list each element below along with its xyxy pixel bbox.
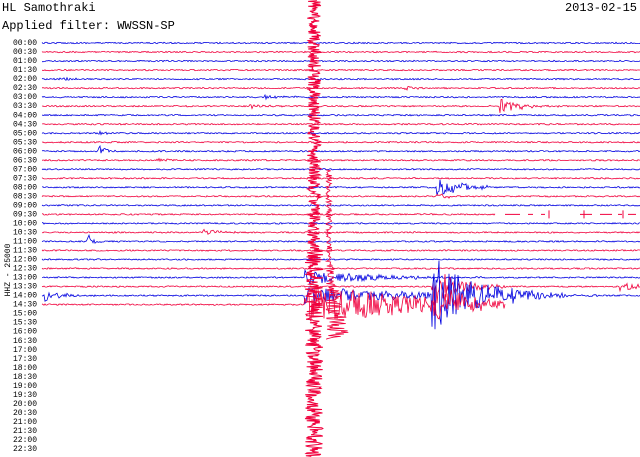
trace bbox=[41, 179, 640, 196]
trace bbox=[41, 204, 640, 207]
coda bbox=[324, 169, 349, 340]
trace bbox=[41, 93, 640, 101]
time-label: 11:30 bbox=[13, 247, 37, 256]
time-label: 02:00 bbox=[13, 75, 37, 84]
trace bbox=[42, 59, 640, 63]
trace bbox=[42, 222, 640, 225]
trace bbox=[42, 157, 640, 163]
trace bbox=[41, 228, 640, 235]
trace bbox=[41, 41, 640, 45]
time-label: 21:30 bbox=[13, 427, 37, 436]
time-label: 12:00 bbox=[13, 256, 37, 265]
filter: Applied filter: WWSSN-SP bbox=[2, 19, 175, 33]
time-label: 00:30 bbox=[13, 48, 37, 57]
time-label: 18:30 bbox=[13, 373, 37, 382]
time-label: 10:00 bbox=[13, 220, 37, 229]
time-label: 15:30 bbox=[13, 319, 37, 328]
trace bbox=[41, 258, 640, 261]
trace bbox=[41, 50, 640, 54]
time-label: 09:30 bbox=[13, 210, 37, 219]
trace bbox=[41, 234, 640, 244]
time-label: 06:00 bbox=[13, 147, 37, 156]
trace bbox=[41, 98, 640, 113]
earthquake bbox=[304, 0, 324, 457]
time-label: 04:30 bbox=[13, 120, 37, 129]
trace bbox=[41, 113, 640, 117]
time-label: 04:00 bbox=[13, 111, 37, 120]
trace bbox=[42, 68, 640, 72]
time-label: 16:30 bbox=[13, 337, 37, 346]
time-label: 08:30 bbox=[13, 192, 37, 201]
time-label: 12:30 bbox=[13, 265, 37, 274]
time-label: 08:00 bbox=[13, 183, 37, 192]
time-label: 01:30 bbox=[13, 66, 37, 75]
time-label: 19:30 bbox=[13, 391, 37, 400]
time-label: 20:30 bbox=[13, 409, 37, 418]
time-label: 06:30 bbox=[13, 156, 37, 165]
time-label: 14:00 bbox=[13, 292, 37, 301]
trace bbox=[41, 193, 640, 199]
trace bbox=[41, 176, 640, 180]
trace bbox=[41, 140, 640, 144]
time-label: 13:00 bbox=[13, 274, 37, 283]
trace bbox=[41, 274, 640, 306]
trace bbox=[41, 76, 640, 81]
station: HL Samothraki bbox=[2, 1, 96, 15]
time-label: 17:30 bbox=[13, 355, 37, 364]
trace bbox=[42, 122, 640, 126]
time-label: 07:00 bbox=[13, 165, 37, 174]
time-label: 02:30 bbox=[13, 84, 37, 93]
time-label: 20:00 bbox=[13, 400, 37, 409]
time-label: 15:00 bbox=[13, 310, 37, 319]
time-label: 22:30 bbox=[13, 445, 37, 454]
time-label: 03:30 bbox=[13, 102, 37, 111]
time-label: 17:00 bbox=[13, 346, 37, 355]
time-label: 11:00 bbox=[13, 238, 37, 247]
time-label: 07:30 bbox=[13, 174, 37, 183]
time-label: 14:30 bbox=[13, 301, 37, 310]
time-label: 03:00 bbox=[13, 93, 37, 102]
time-label: 00:00 bbox=[13, 39, 37, 48]
traces bbox=[41, 0, 640, 457]
trace bbox=[42, 213, 496, 216]
time-label: 16:00 bbox=[13, 328, 37, 337]
time-label: 22:00 bbox=[13, 436, 37, 445]
trace bbox=[41, 145, 640, 154]
time-label: 21:00 bbox=[13, 418, 37, 427]
trace bbox=[41, 267, 640, 270]
trace bbox=[41, 85, 640, 91]
time-label: 18:00 bbox=[13, 364, 37, 373]
time-label: 10:30 bbox=[13, 229, 37, 238]
time-label: 13:30 bbox=[13, 283, 37, 292]
trace bbox=[41, 249, 640, 252]
trace bbox=[41, 285, 506, 322]
time-label: 19:00 bbox=[13, 382, 37, 391]
time-label: 01:00 bbox=[13, 57, 37, 66]
time-label: 05:30 bbox=[13, 138, 37, 147]
date: 2013-02-15 bbox=[565, 1, 637, 15]
trace bbox=[41, 268, 640, 285]
time-label: 05:00 bbox=[13, 129, 37, 138]
time-label: 09:00 bbox=[13, 201, 37, 210]
time-labels: 00:0000:3001:0001:3002:0002:3003:0003:30… bbox=[13, 39, 37, 454]
trace bbox=[41, 130, 640, 136]
axis-label: HHZ - 25000 bbox=[4, 243, 13, 296]
trace bbox=[41, 168, 640, 171]
